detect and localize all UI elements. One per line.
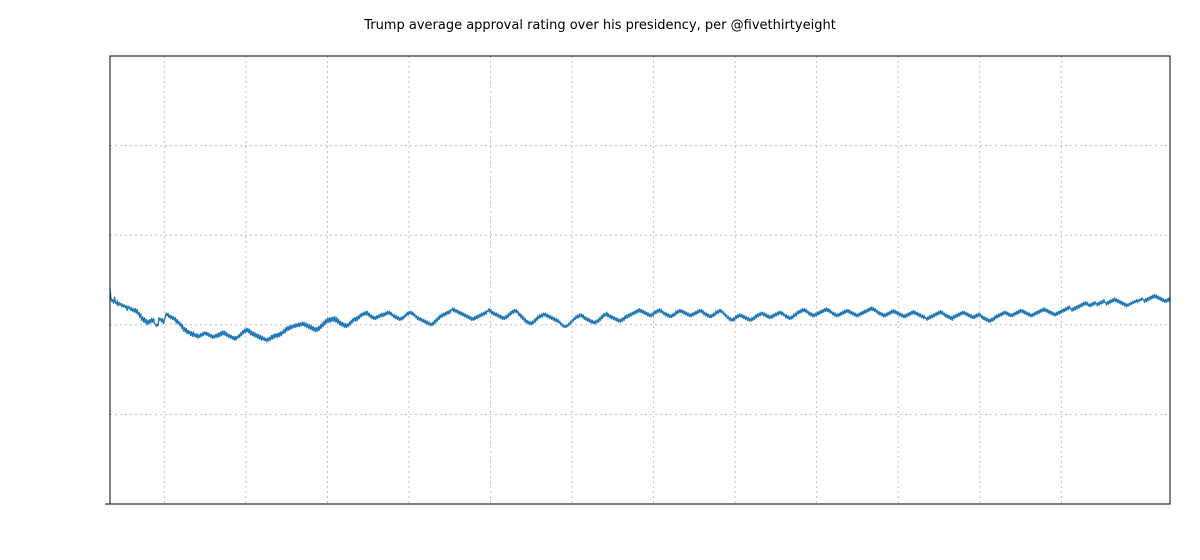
approval-line — [110, 290, 1170, 342]
chart-svg — [0, 0, 1200, 560]
chart-title: Trump average approval rating over his p… — [0, 18, 1200, 33]
chart-container: Trump average approval rating over his p… — [0, 0, 1200, 560]
axes-border — [110, 56, 1170, 504]
